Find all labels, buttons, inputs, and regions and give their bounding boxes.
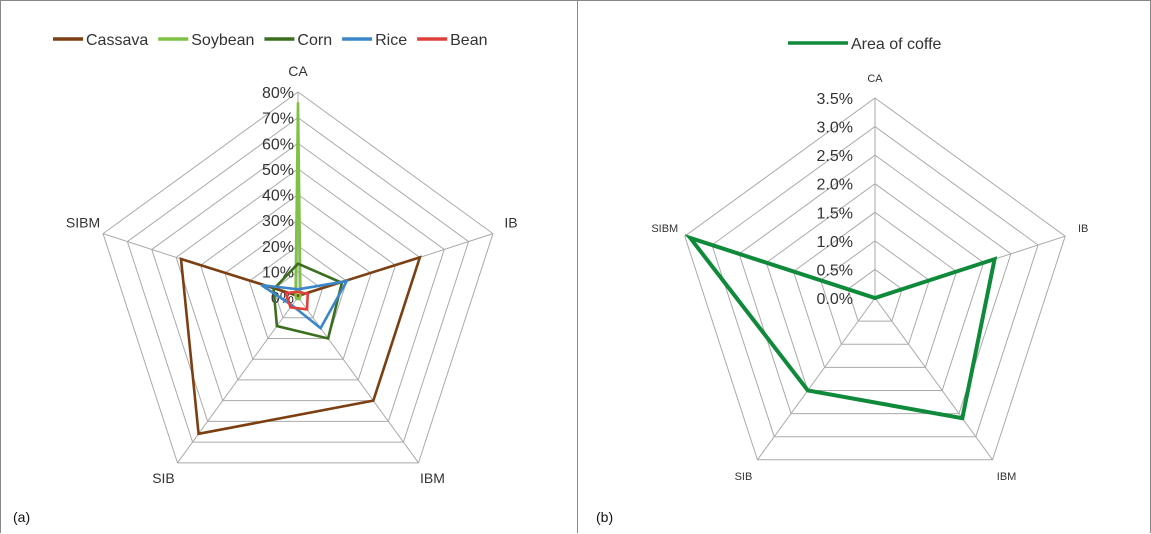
panel-label-b: (b) <box>596 509 614 525</box>
radar-chart-b: CA IB IBM SIB SIBM 0.0% 0.5% 1.0% 1.5% 2.0% 2.5% 3.… <box>651 36 1088 483</box>
axis-label: IB <box>1078 223 1088 235</box>
legend: Area of coffe <box>788 36 942 53</box>
axis-label: IBM <box>420 470 445 486</box>
axis-label: SIBM <box>651 223 678 235</box>
legend-entry: Corn <box>297 32 332 49</box>
chart-panel-b: CA IB IBM SIB SIBM 0.0% 0.5% 1.0% 1.5% 2.0% 2.5% 3.… <box>577 0 1151 533</box>
legend-entry: Cassava <box>86 32 148 49</box>
grid-ring <box>175 168 421 402</box>
grid-ring <box>684 97 1066 461</box>
radar-chart-a: CAIBIBMSIBSIBM0%10%20%30%40%50%60%70%80%… <box>53 32 518 486</box>
tick-label: 3.5% <box>817 91 853 108</box>
tick-label: 50% <box>262 162 294 179</box>
tick-label: 20% <box>262 239 294 256</box>
tick-label: 3.0% <box>817 120 853 137</box>
grid-ring <box>126 117 470 443</box>
series-line-rice <box>260 279 350 331</box>
radar-grid <box>684 97 1066 461</box>
series-line-area-of-coffe <box>684 234 998 421</box>
grid-ring <box>765 183 985 391</box>
grid-ring <box>199 193 397 381</box>
tick-label: 0.5% <box>817 262 853 279</box>
tick-label: 1.5% <box>817 205 853 222</box>
legend: Cassava Soybean Corn Rice Bean <box>53 32 488 49</box>
axis-spoke <box>874 297 993 461</box>
grid-ring <box>248 245 348 339</box>
grid-ring <box>847 268 903 322</box>
axis-label: CA <box>867 73 883 85</box>
tick-label: 2.0% <box>817 177 853 194</box>
tick-label: 60% <box>262 136 294 153</box>
tick-label: 1.0% <box>817 234 853 251</box>
grid-ring <box>151 142 445 422</box>
axis-label: IBM <box>997 471 1017 483</box>
tick-label: 2.5% <box>817 148 853 165</box>
tick-label: 40% <box>262 188 294 205</box>
tick-label: 0.0% <box>817 291 853 308</box>
grid-ring <box>738 154 1012 415</box>
tick-label: 80% <box>262 85 294 102</box>
grid-ring <box>792 211 958 368</box>
axis-spoke <box>757 297 876 461</box>
axis-label: CA <box>288 63 308 79</box>
grid-ring <box>102 91 494 464</box>
series-line-bean <box>284 290 310 311</box>
axis-label: SIBM <box>66 215 100 231</box>
chart-panel-a: CA IB IBM SIB SIBM 0% 10% 20% 30% 40% 50% 60% 70% 80%… <box>0 0 577 533</box>
axis-label: SIB <box>735 471 753 483</box>
legend-entry: Bean <box>450 32 487 49</box>
legend-entry: Soybean <box>191 32 254 49</box>
series-line-corn <box>272 262 344 341</box>
grid-ring <box>224 219 372 360</box>
legend-entry: Area of coffe <box>851 36 942 53</box>
axis-label: IB <box>504 215 517 231</box>
tick-label: 70% <box>262 111 294 128</box>
legend-entry: Rice <box>375 32 407 49</box>
panel-label-a: (a) <box>13 509 31 525</box>
tick-label: 30% <box>262 213 294 230</box>
axis-label: SIB <box>152 470 175 486</box>
grid-ring <box>820 240 930 345</box>
series-line-cassava <box>179 255 422 436</box>
grid-ring <box>711 125 1039 438</box>
